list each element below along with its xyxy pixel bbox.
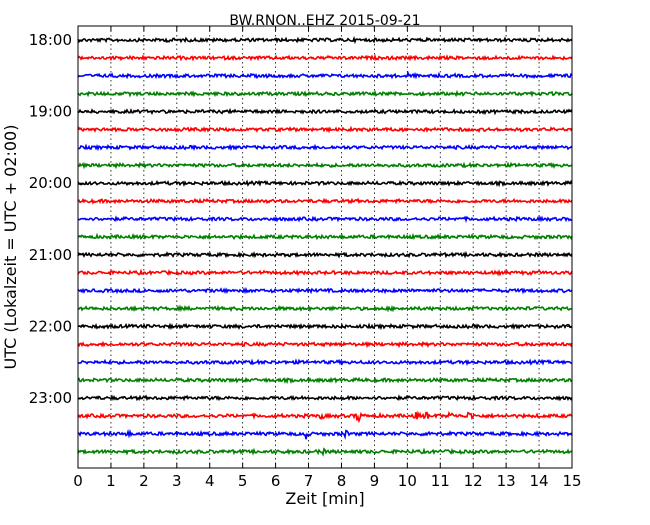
trace-line — [77, 70, 573, 80]
x-axis-label: Zeit [min] — [285, 489, 364, 508]
trace-line — [77, 428, 573, 440]
y-axis-label: UTC (Lokalzeit = UTC + 02:00) — [1, 125, 20, 370]
trace-line — [77, 161, 573, 170]
trace-line — [77, 215, 573, 224]
x-tick-label: 12 — [464, 472, 483, 490]
x-tick-label: 1 — [106, 472, 116, 490]
y-tick-label: 18:00 — [29, 31, 72, 49]
trace-line — [77, 268, 573, 277]
trace-line — [77, 107, 573, 116]
trace-line — [77, 143, 573, 152]
trace-lines — [77, 35, 573, 457]
x-tick-label: 3 — [172, 472, 182, 490]
trace-line — [77, 250, 573, 259]
trace-line — [77, 125, 573, 134]
tick-labels: 0 1 2 3 4 5 6 7 8 9 10 11 12 13 14 1518:0019:0020:0021:… — [29, 31, 582, 490]
x-tick-label: 6 — [271, 472, 281, 490]
trace-line — [77, 410, 573, 424]
trace-line — [77, 322, 573, 331]
x-tick-label: 15 — [562, 472, 581, 490]
y-tick-label: 23:00 — [29, 389, 72, 407]
y-tick-label: 20:00 — [29, 174, 72, 192]
trace-line — [77, 286, 573, 295]
x-tick-label: 7 — [304, 472, 314, 490]
trace-line — [77, 376, 573, 385]
x-tick-label: 0 — [73, 472, 83, 490]
trace-line — [77, 53, 573, 62]
trace-line — [77, 340, 573, 349]
x-tick-label: 13 — [497, 472, 516, 490]
y-tick-label: 22:00 — [29, 317, 72, 335]
grid-lines — [110, 26, 540, 468]
trace-line — [77, 197, 573, 205]
axes — [77, 26, 573, 468]
trace-line — [77, 304, 573, 313]
x-tick-label: 11 — [431, 472, 450, 490]
x-tick-label: 14 — [530, 472, 549, 490]
trace-line — [77, 447, 573, 457]
chart-title: BW.RNON..EHZ 2015-09-21 — [229, 13, 420, 29]
trace-line — [77, 89, 573, 98]
y-tick-label: 21:00 — [29, 246, 72, 264]
trace-line — [77, 394, 573, 402]
trace-line — [77, 358, 573, 366]
trace-line — [77, 232, 573, 241]
trace-line — [77, 35, 573, 45]
x-tick-label: 2 — [139, 472, 149, 490]
x-tick-label: 5 — [238, 472, 248, 490]
y-tick-label: 19:00 — [29, 103, 72, 121]
x-tick-label: 10 — [398, 472, 417, 490]
plot-frame — [77, 25, 573, 469]
x-tick-label: 9 — [370, 472, 380, 490]
x-tick-label: 8 — [337, 472, 347, 490]
x-tick-label: 4 — [205, 472, 215, 490]
trace-line — [77, 179, 573, 188]
